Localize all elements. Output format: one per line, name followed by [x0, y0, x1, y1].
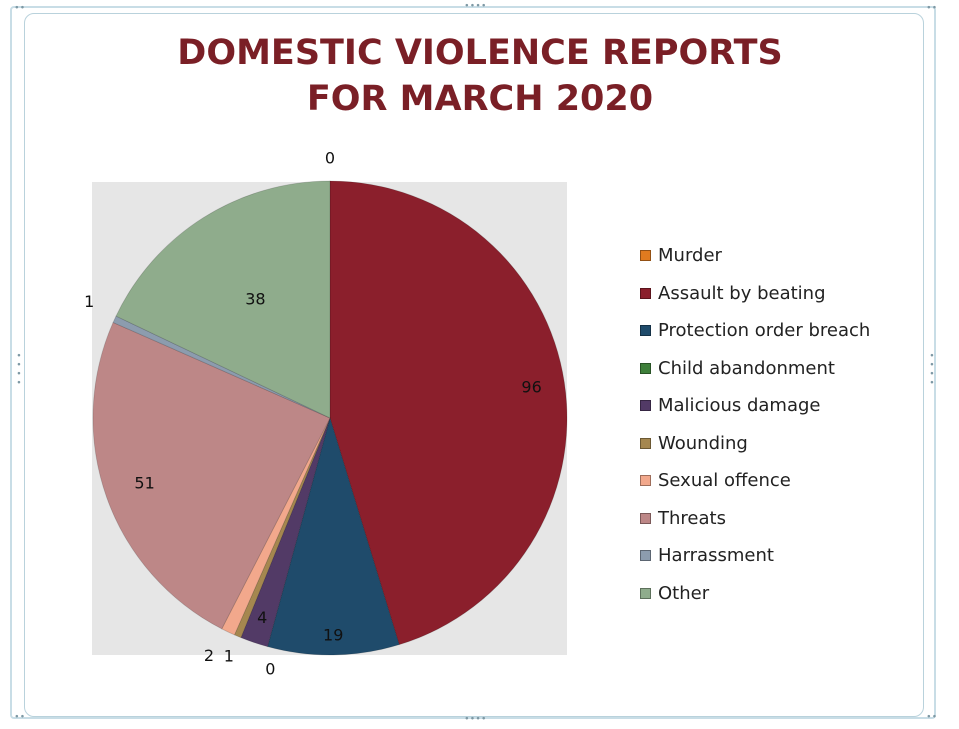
legend-label-threats: Threats — [658, 507, 726, 529]
legend-label-harrassment: Harrassment — [658, 545, 774, 567]
data-label-harrassment: 1 — [84, 292, 94, 311]
legend-item-protection-order-breach: Protection order breach — [640, 312, 930, 350]
legend-item-assault-by-beating: Assault by beating — [640, 275, 930, 313]
resize-handle-bottom[interactable]: ∙∙∙∙ — [464, 714, 487, 724]
legend-item-sexual-offence: Sexual offence — [640, 462, 930, 500]
resize-handle-left[interactable]: ∙ ∙ ∙ ∙ — [16, 351, 22, 388]
legend-label-protection-order-breach: Protection order breach — [658, 320, 871, 342]
resize-handle-top-left[interactable]: ∙∙ — [14, 3, 26, 13]
legend: Murder Assault by beating Protection order… — [640, 237, 930, 612]
chart-outer-frame — [10, 6, 936, 719]
pie-slice-threats — [92, 321, 331, 630]
chart-title-line-2: FOR MARCH 2020 — [306, 79, 654, 119]
legend-label-malicious-damage: Malicious damage — [658, 395, 821, 417]
legend-swatch-threats — [640, 512, 651, 524]
legend-swatch-wounding — [640, 437, 651, 449]
data-label-sexual-offence: 2 — [204, 646, 214, 665]
data-label-malicious-damage: 4 — [257, 608, 267, 627]
legend-swatch-other — [640, 587, 651, 599]
legend-item-malicious-damage: Malicious damage — [640, 387, 930, 425]
pie-slice-harrassment — [112, 315, 331, 419]
legend-item-wounding: Wounding — [640, 425, 930, 463]
data-label-protection-order-breach: 19 — [323, 626, 343, 645]
legend-label-child-abandonment: Child abandonment — [658, 357, 835, 379]
resize-handle-right[interactable]: ∙ ∙ ∙ ∙ — [929, 351, 935, 388]
chart-title-line-1: DOMESTIC VIOLENCE REPORTS — [177, 33, 783, 73]
legend-item-child-abandonment: Child abandonment — [640, 350, 930, 388]
legend-swatch-harrassment — [640, 550, 651, 562]
legend-swatch-murder — [640, 250, 651, 262]
pie-slice-malicious-damage — [240, 417, 331, 648]
data-label-assault-by-beating: 96 — [521, 377, 541, 396]
legend-swatch-child-abandonment — [640, 362, 651, 374]
legend-label-assault-by-beating: Assault by beating — [658, 282, 826, 304]
legend-item-murder: Murder — [640, 237, 930, 275]
resize-handle-bottom-left[interactable]: ∙∙ — [14, 712, 26, 722]
resize-handle-bottom-right[interactable]: ∙∙ — [926, 712, 938, 722]
resize-handle-top[interactable]: ∙∙∙∙ — [464, 1, 487, 11]
pie-slice-assault-by-beating — [329, 180, 568, 646]
legend-label-wounding: Wounding — [658, 432, 748, 454]
data-label-murder: 0 — [325, 148, 335, 167]
legend-swatch-malicious-damage — [640, 400, 651, 412]
legend-item-other: Other — [640, 575, 930, 613]
pie-slice-other — [115, 180, 331, 419]
pie-slice-wounding — [233, 417, 331, 639]
data-label-threats: 51 — [134, 473, 154, 492]
data-label-other: 38 — [245, 289, 265, 308]
legend-label-other: Other — [658, 582, 710, 604]
pie-slice-sexual-offence — [221, 417, 331, 636]
legend-item-harrassment: Harrassment — [640, 537, 930, 575]
legend-swatch-assault-by-beating — [640, 287, 651, 299]
legend-label-murder: Murder — [658, 245, 722, 267]
legend-item-threats: Threats — [640, 500, 930, 538]
pie-slice-protection-order-breach — [267, 416, 400, 656]
data-label-wounding: 1 — [224, 646, 234, 665]
resize-handle-top-right[interactable]: ∙∙ — [926, 3, 938, 13]
data-label-child-abandonment: 0 — [265, 660, 275, 679]
legend-swatch-sexual-offence — [640, 475, 651, 487]
legend-swatch-protection-order-breach — [640, 325, 651, 337]
legend-label-sexual-offence: Sexual offence — [658, 470, 791, 492]
chart-title: DOMESTIC VIOLENCE REPORTS FOR MARCH 2020 — [120, 30, 840, 122]
